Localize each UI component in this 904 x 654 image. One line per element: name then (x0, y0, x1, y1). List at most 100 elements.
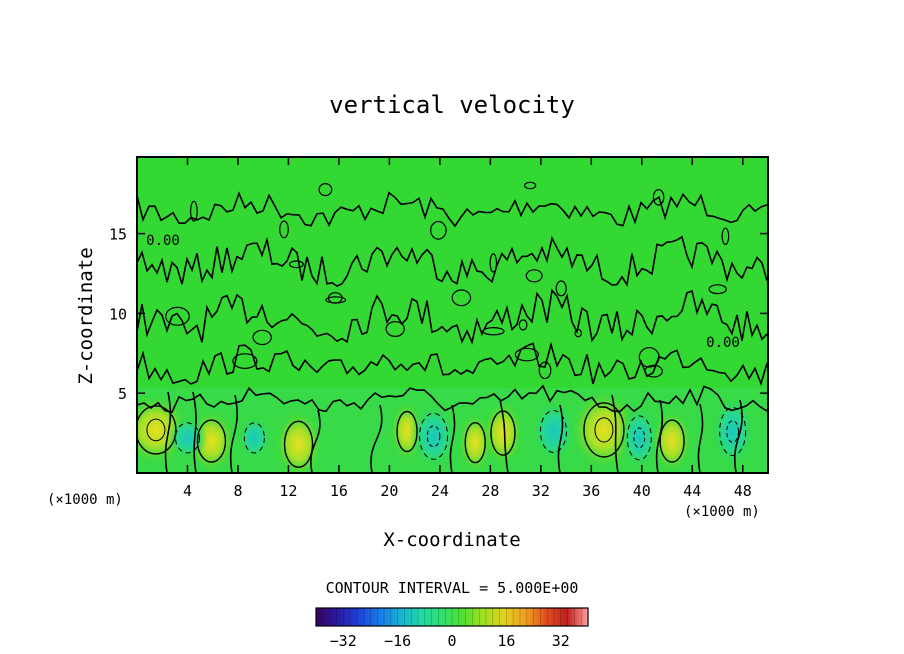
velocity-cell-updraft (651, 409, 693, 473)
zero-contour (137, 235, 768, 288)
cell-contour-inner (426, 425, 441, 448)
cell-contour (464, 421, 486, 464)
x-tick-label: 16 (330, 482, 348, 500)
small-contour-loop (538, 361, 552, 380)
contour-value-label: 0.00 (146, 233, 180, 249)
cell-boundary-contour (499, 399, 509, 473)
small-contour-loop (288, 260, 304, 269)
cell-contour (539, 410, 567, 454)
contour-value-label: 0.00 (706, 335, 740, 351)
cell-contour (419, 412, 449, 460)
y-axis-label: Z-coordinate (75, 247, 97, 384)
velocity-cell-downdraft (618, 404, 660, 471)
small-contour-loop (574, 328, 582, 338)
cell-contour-inner (146, 418, 166, 442)
x-tick-label: 28 (481, 482, 499, 500)
colorbar-tick-label: −16 (384, 632, 411, 650)
small-contour-loop (482, 327, 505, 336)
small-contour-loop (525, 269, 543, 283)
small-contour-loop (652, 189, 665, 206)
small-contour-loop (638, 346, 660, 368)
x-tick-label: 40 (633, 482, 651, 500)
colorbar: −32 −16 0 16 32 (315, 607, 589, 650)
cell-boundary-contour (370, 404, 383, 473)
colorbar-gradient (316, 608, 588, 626)
cell-contour (137, 405, 177, 455)
small-contour-loop (518, 319, 528, 331)
cell-boundary-contour (697, 403, 704, 473)
cell-contour (583, 402, 625, 458)
velocity-cell-downdraft (167, 415, 208, 461)
x-unit-right: (×1000 m) (684, 504, 760, 520)
cell-boundary-contour (655, 399, 664, 473)
cell-contour (659, 419, 685, 463)
plot-frame (136, 156, 769, 474)
cell-contour (174, 422, 200, 454)
cell-boundary-contour (557, 404, 564, 473)
velocity-cell-updraft (482, 400, 524, 467)
small-contour-loop (489, 253, 498, 273)
x-tick-label: 32 (532, 482, 550, 500)
cell-contour (626, 415, 652, 461)
colorbar-tick-label: 16 (497, 632, 515, 650)
cell-contour (396, 410, 418, 453)
y-tick-label: 15 (109, 226, 127, 244)
velocity-cell-downdraft (409, 401, 458, 471)
small-contour-loop (232, 353, 258, 370)
x-unit-left: (×1000 m) (47, 492, 123, 508)
small-contour-loop (708, 284, 727, 295)
small-contour-loop (514, 347, 540, 362)
colorbar-tick-label: 0 (447, 632, 456, 650)
small-contour-loop (325, 296, 347, 304)
chart-title: vertical velocity (329, 91, 575, 119)
zero-contour (137, 288, 768, 345)
small-contour-loop (279, 220, 289, 239)
cell-boundary-contour (229, 394, 238, 473)
small-contour-loop (252, 329, 272, 346)
cell-contour (196, 419, 227, 463)
velocity-cell-downdraft (710, 395, 755, 468)
x-tick-label: 48 (734, 482, 752, 500)
colorbar-tick-label: 32 (552, 632, 570, 650)
cell-boundary-contour (164, 391, 172, 473)
cell-boundary-contour (449, 404, 456, 473)
small-contour-loop (165, 306, 190, 326)
x-tick-label: 20 (380, 482, 398, 500)
small-contour-loop (385, 321, 405, 338)
small-contour-loop (451, 289, 472, 307)
contour-lines: 0.00 0.00 (137, 181, 768, 473)
y-tick-label: 10 (109, 305, 127, 323)
x-tick-label: 12 (279, 482, 297, 500)
colorbar-frame (315, 607, 589, 627)
cell-boundary-contour (192, 391, 197, 473)
zero-contour (137, 341, 768, 386)
x-tick-label: 36 (582, 482, 600, 500)
cell-boundary-contour (734, 399, 743, 473)
small-contour-loop (189, 200, 198, 222)
y-tick-label: 5 (118, 385, 127, 403)
velocity-cell-downdraft (237, 415, 272, 461)
cell-contour (719, 407, 747, 457)
x-tick-label: 8 (233, 482, 242, 500)
small-contour-loop (523, 181, 537, 190)
small-contour-loop (721, 227, 730, 245)
cell-boundary-contour (310, 409, 321, 473)
cell-contour (490, 410, 516, 456)
x-tick-label: 44 (683, 482, 701, 500)
small-contour-loop (318, 183, 333, 197)
small-contour-loop (430, 220, 447, 240)
cell-contour (243, 422, 265, 454)
plot-area: 0.00 0.00 (136, 156, 769, 474)
x-axis-label: X-coordinate (383, 529, 520, 551)
cell-contour-inner (633, 427, 646, 449)
cell-contour-inner (726, 420, 740, 443)
x-tick-label: 4 (183, 482, 192, 500)
cell-contour (283, 420, 314, 468)
cell-contour-inner (594, 417, 614, 443)
contour-interval-text: CONTOUR INTERVAL = 5.000E+00 (326, 579, 579, 597)
colorbar-tick-label: −32 (330, 632, 357, 650)
small-contour-loop (555, 280, 567, 297)
cell-boundary-contour (611, 394, 619, 473)
